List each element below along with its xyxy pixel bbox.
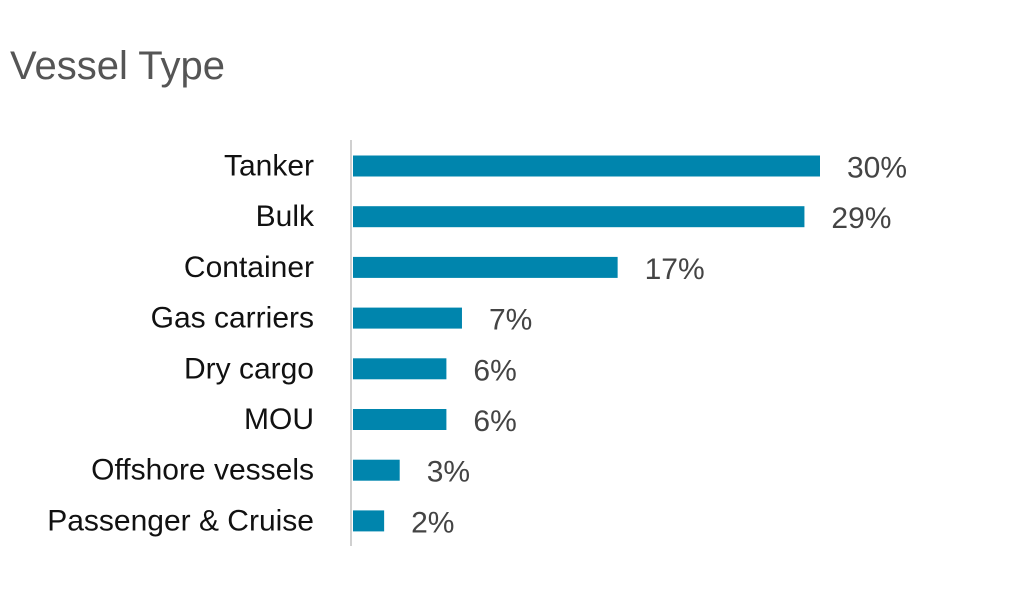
bar xyxy=(353,206,805,228)
chart-title: Vessel Type xyxy=(10,44,225,88)
bar xyxy=(353,358,447,380)
category-label: Bulk xyxy=(256,200,315,233)
category-label: Offshore vessels xyxy=(91,454,314,487)
value-label: 2% xyxy=(411,506,454,539)
bar xyxy=(353,459,400,481)
value-label: 7% xyxy=(489,304,532,337)
value-label: 29% xyxy=(831,202,891,235)
bar xyxy=(353,307,462,329)
category-label: MOU xyxy=(244,403,314,436)
bar xyxy=(353,409,447,430)
category-label: Gas carriers xyxy=(151,302,314,335)
category-label: Tanker xyxy=(224,150,314,183)
bar xyxy=(353,155,820,177)
value-label: 17% xyxy=(645,253,705,286)
value-label: 6% xyxy=(473,405,516,438)
category-label: Passenger & Cruise xyxy=(47,504,314,537)
value-label: 6% xyxy=(473,354,516,387)
category-label: Dry cargo xyxy=(184,352,314,385)
category-label: Container xyxy=(184,251,314,284)
bar xyxy=(353,510,385,532)
value-label: 30% xyxy=(847,152,907,185)
bar xyxy=(353,256,618,278)
value-label: 3% xyxy=(427,456,470,489)
